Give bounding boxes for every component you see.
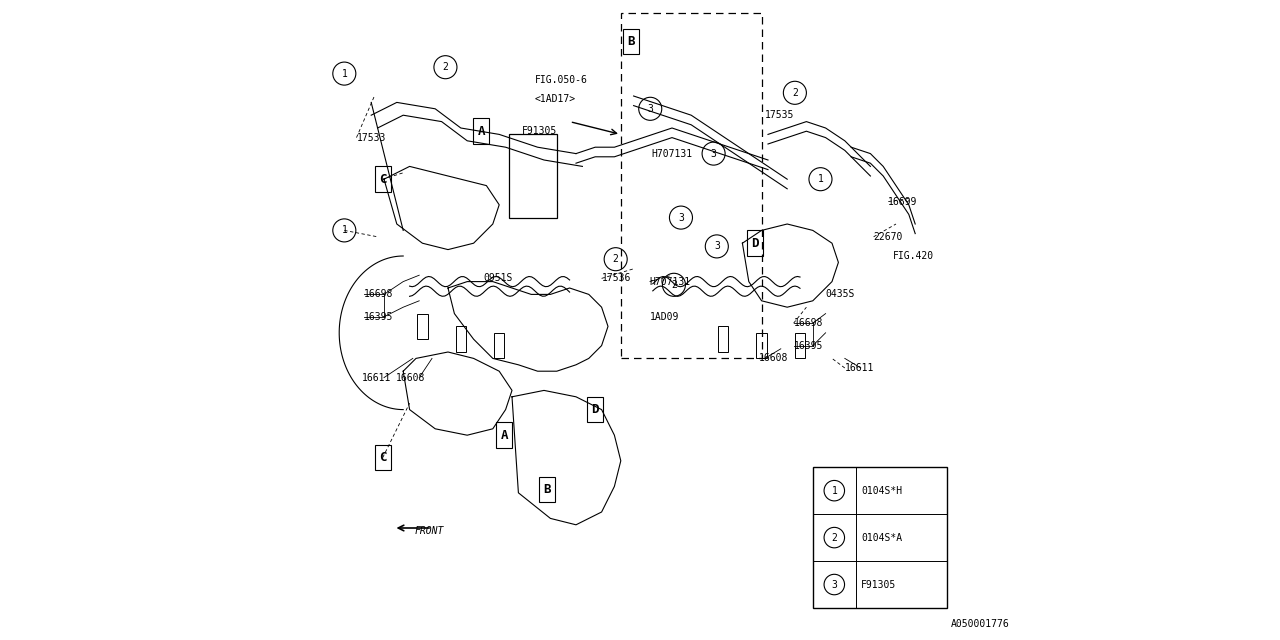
Text: 2: 2	[832, 532, 837, 543]
Polygon shape	[742, 224, 838, 307]
Text: 0951S: 0951S	[484, 273, 512, 284]
Text: FIG.050-6: FIG.050-6	[535, 75, 588, 85]
Text: 1: 1	[342, 68, 347, 79]
Polygon shape	[512, 390, 621, 525]
Text: 0104S*H: 0104S*H	[861, 486, 902, 495]
Text: 16611: 16611	[362, 372, 390, 383]
Text: B: B	[627, 35, 635, 48]
Text: 1AD09: 1AD09	[650, 312, 678, 322]
Text: 2: 2	[671, 280, 677, 290]
Polygon shape	[448, 282, 608, 371]
Text: 2: 2	[613, 254, 618, 264]
Text: B: B	[544, 483, 550, 496]
Bar	[813, 467, 947, 608]
Text: 16608: 16608	[396, 372, 425, 383]
Text: C: C	[379, 451, 387, 464]
Text: 3: 3	[710, 148, 717, 159]
Text: 16611: 16611	[845, 363, 874, 373]
Text: D: D	[751, 237, 759, 250]
Text: 0435S: 0435S	[826, 289, 855, 300]
Text: FIG.420: FIG.420	[893, 251, 934, 261]
Text: 17536: 17536	[602, 273, 631, 284]
Bar	[795, 333, 805, 358]
Bar	[756, 333, 767, 358]
Text: F91305: F91305	[861, 580, 896, 589]
Text: H707131: H707131	[650, 276, 691, 287]
Polygon shape	[384, 166, 499, 250]
Text: FRONT: FRONT	[415, 526, 444, 536]
Bar	[508, 134, 557, 218]
Text: 16698: 16698	[794, 318, 823, 328]
Text: 3: 3	[648, 104, 653, 114]
Text: 17535: 17535	[765, 110, 794, 120]
Text: 16699: 16699	[888, 196, 918, 207]
Text: 16395: 16395	[364, 312, 393, 322]
Text: 16395: 16395	[794, 340, 823, 351]
Text: 16608: 16608	[759, 353, 787, 364]
Text: <1AD17>: <1AD17>	[535, 94, 576, 104]
Text: A050001776: A050001776	[950, 619, 1009, 629]
Polygon shape	[403, 352, 512, 435]
Text: 17533: 17533	[356, 132, 385, 143]
Text: A: A	[500, 429, 508, 442]
Text: C: C	[379, 173, 387, 186]
Text: 3: 3	[832, 580, 837, 589]
Text: 0104S*A: 0104S*A	[861, 532, 902, 543]
Text: H707131: H707131	[652, 148, 692, 159]
Text: D: D	[591, 403, 599, 416]
Bar	[621, 13, 762, 358]
Text: 1: 1	[818, 174, 823, 184]
Text: 2: 2	[792, 88, 797, 98]
Bar	[494, 333, 504, 358]
Text: 16698: 16698	[364, 289, 393, 300]
Bar	[456, 326, 466, 352]
Text: 1: 1	[342, 225, 347, 236]
Text: 1: 1	[832, 486, 837, 495]
Text: F91305: F91305	[522, 126, 557, 136]
Bar	[718, 326, 728, 352]
Text: 22670: 22670	[874, 232, 902, 242]
Text: 3: 3	[678, 212, 684, 223]
Text: A: A	[477, 125, 485, 138]
Text: 3: 3	[714, 241, 719, 252]
Bar	[417, 314, 428, 339]
Text: 2: 2	[443, 62, 448, 72]
